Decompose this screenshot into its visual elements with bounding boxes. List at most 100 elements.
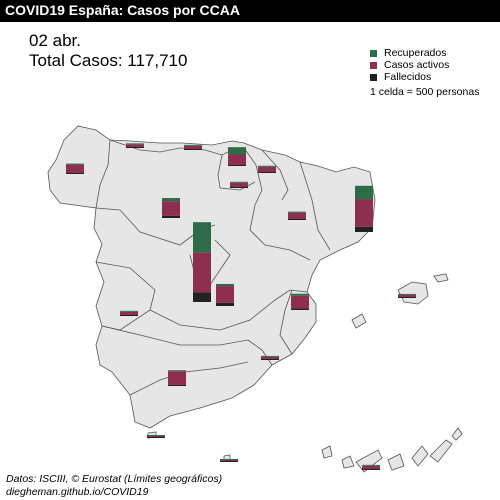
waffle-cantabria <box>184 144 202 150</box>
waffle-cell-active <box>66 164 84 173</box>
waffle-ceuta <box>147 435 165 438</box>
waffle-cell-recovered <box>216 283 234 287</box>
waffle-cell-recovered <box>66 163 84 165</box>
waffle-cell-recovered <box>288 211 306 213</box>
waffle-glyphs <box>66 143 416 470</box>
waffle-cell-active <box>126 144 144 147</box>
waffle-cell-deaths <box>66 173 84 174</box>
peninsula-landmass <box>47 125 376 429</box>
credits: Datos: ISCIII, © Eurostat (Límites geogr… <box>6 473 222 499</box>
waffle-c-valenciana <box>291 293 309 310</box>
waffle-cell-deaths <box>228 165 246 166</box>
waffle-baleares <box>398 293 416 298</box>
waffle-cell-active <box>362 465 380 469</box>
waffle-cell-active <box>220 460 238 461</box>
waffle-cell-deaths <box>398 297 416 298</box>
legend-swatch-recovered <box>370 49 377 57</box>
waffle-navarra <box>258 165 276 173</box>
waffle-cell-recovered <box>228 147 246 155</box>
waffle-cell-recovered <box>168 370 186 372</box>
waffle-cell-recovered <box>184 144 202 146</box>
total-cases-label: Total Casos: 117,710 <box>29 51 188 70</box>
waffle-cell-deaths <box>258 172 276 173</box>
waffle-cell-deaths <box>120 315 138 316</box>
waffle-cell-deaths <box>184 149 202 150</box>
waffle-pa-s-vasco <box>228 147 246 166</box>
waffle-cell-active <box>228 154 246 165</box>
waffle-asturias <box>126 143 144 148</box>
waffle-cell-recovered <box>261 355 279 357</box>
waffle-cell-deaths <box>355 226 373 232</box>
waffle-cell-recovered <box>355 185 373 200</box>
waffle-cell-active <box>168 371 186 385</box>
waffle-cell-active <box>193 252 211 293</box>
waffle-cell-recovered <box>126 143 144 145</box>
legend-swatch-active <box>370 61 377 69</box>
waffle-extremadura <box>120 310 138 316</box>
waffle-cell-deaths <box>220 461 238 462</box>
date-label: 02 abr. <box>29 31 81 50</box>
waffle-cell-active <box>355 199 373 227</box>
waffle-cell-deaths <box>193 292 211 302</box>
credits-url: diegheman.github.io/COVID19 <box>6 486 149 498</box>
waffle-cell-active <box>147 436 165 437</box>
ibiza <box>351 313 367 329</box>
menorca <box>433 273 449 283</box>
waffle-cell-recovered <box>362 464 380 466</box>
waffle-cell-active <box>162 201 180 216</box>
waffle-canarias <box>362 464 380 470</box>
waffle-castilla-y-le-n <box>162 198 180 218</box>
waffle-cell-recovered <box>220 459 238 460</box>
waffle-cell-active <box>398 294 416 297</box>
waffle-cell-deaths <box>147 437 165 438</box>
waffle-cell-deaths <box>230 187 248 188</box>
legend-swatch-deaths <box>370 73 377 81</box>
waffle-madrid <box>193 222 211 302</box>
legend-note: 1 celda = 500 personas <box>370 86 480 98</box>
title-bar: COVID19 España: Casos por CCAA <box>0 0 500 22</box>
mallorca <box>397 281 429 305</box>
waffle-cell-active <box>288 212 306 219</box>
legend-item-deaths: Fallecidos <box>370 71 449 83</box>
waffle-castilla-la-mancha <box>216 283 234 306</box>
legend-item-active: Casos activos <box>370 59 449 71</box>
waffle-cell-active <box>184 145 202 149</box>
page-title: COVID19 España: Casos por CCAA <box>5 2 240 18</box>
waffle-cell-deaths <box>288 219 306 220</box>
legend-label: Casos activos <box>384 59 450 71</box>
waffle-cell-active <box>258 166 276 172</box>
waffle-cell-deaths <box>162 215 180 218</box>
legend-item-recovered: Recuperados <box>370 47 449 59</box>
waffle-cell-active <box>230 182 248 187</box>
waffle-cell-recovered <box>258 165 276 167</box>
waffle-cell-recovered <box>147 435 165 436</box>
legend-label: Fallecidos <box>384 71 432 83</box>
waffle-cell-recovered <box>162 198 180 202</box>
waffle-cell-recovered <box>230 181 248 183</box>
waffle-cell-deaths <box>216 302 234 306</box>
waffle-arag-n <box>288 211 306 220</box>
waffle-cell-active <box>261 356 279 359</box>
legend: Recuperados Casos activos Fallecidos <box>370 47 449 83</box>
waffle-cell-recovered <box>120 310 138 312</box>
waffle-cell-deaths <box>362 469 380 470</box>
waffle-galicia <box>66 163 84 174</box>
waffle-cell-recovered <box>193 222 211 253</box>
waffle-cell-active <box>120 311 138 315</box>
waffle-cell-active <box>216 286 234 303</box>
waffle-cell-deaths <box>291 308 309 310</box>
waffle-andaluc-a <box>168 370 186 386</box>
waffle-cell-deaths <box>168 384 186 386</box>
waffle-la-rioja <box>230 181 248 188</box>
legend-label: Recuperados <box>384 47 447 59</box>
waffle-cell-recovered <box>398 293 416 295</box>
waffle-murcia <box>261 355 279 360</box>
waffle-cell-deaths <box>126 147 144 148</box>
waffle-catalu-a <box>355 185 373 232</box>
canary-islands <box>321 427 463 473</box>
waffle-melilla <box>220 459 238 462</box>
credits-source: Datos: ISCIII, © Eurostat (Límites geogr… <box>6 473 223 485</box>
waffle-cell-active <box>291 295 309 309</box>
waffle-cell-recovered <box>291 293 309 296</box>
